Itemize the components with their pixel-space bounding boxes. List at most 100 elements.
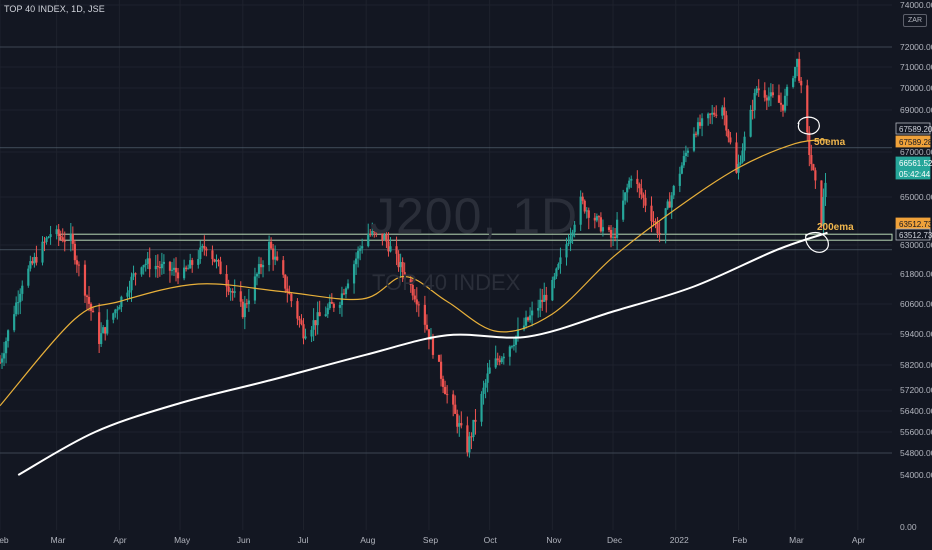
candle-body xyxy=(713,112,716,115)
candle-body xyxy=(98,312,101,344)
chart-title: TOP 40 INDEX, 1D, JSE xyxy=(4,4,105,14)
candle-body xyxy=(47,237,50,239)
candle-body xyxy=(709,113,712,115)
candle-body xyxy=(812,164,815,171)
candle-body xyxy=(814,170,817,181)
time-tick-label: Apr xyxy=(113,535,126,545)
candle-body xyxy=(474,419,477,422)
candle-body xyxy=(454,404,457,414)
price-tick-label: 67000.00 xyxy=(900,147,932,157)
candle-body xyxy=(800,80,803,86)
candle-body xyxy=(757,88,760,91)
candle-body xyxy=(71,234,74,244)
symbol-watermark: J200, 1D xyxy=(370,188,579,244)
candle-body xyxy=(743,136,746,151)
candle-body xyxy=(524,317,528,326)
candle-body xyxy=(134,273,137,275)
candle-body xyxy=(698,122,702,126)
candle-body xyxy=(172,267,176,270)
candle-body xyxy=(385,234,388,242)
candle-body xyxy=(389,246,392,252)
time-tick-label: Oct xyxy=(484,535,498,545)
candle-body xyxy=(820,180,823,227)
time-tick-label: Jun xyxy=(237,535,251,545)
candle-body xyxy=(715,114,718,116)
candle-body xyxy=(330,301,333,304)
candle-body xyxy=(126,292,129,297)
price-tick-label: 55600.00 xyxy=(900,427,932,437)
candle-body xyxy=(607,227,611,230)
candle-body xyxy=(613,236,617,238)
candle-body xyxy=(130,276,133,291)
candle-body xyxy=(217,259,220,262)
candle-body xyxy=(369,234,372,236)
candle-body xyxy=(154,265,157,270)
candle-body xyxy=(272,248,275,260)
price-tick-label: 70000.00 xyxy=(900,83,932,93)
candle-body xyxy=(2,353,6,359)
candle-body xyxy=(176,272,180,279)
candle-body xyxy=(628,180,631,188)
candle-body xyxy=(579,196,582,225)
candle-body xyxy=(680,165,683,174)
currency-badge[interactable]: ZAR xyxy=(903,14,927,27)
price-badge-label: 66561.52 xyxy=(899,159,932,168)
candle-body xyxy=(19,293,22,303)
candle-body xyxy=(739,162,742,164)
candle-body xyxy=(102,327,105,334)
candle-body xyxy=(480,393,483,422)
price-badge-label: 63512.73 xyxy=(899,231,932,240)
candle-body xyxy=(43,241,46,243)
candle-body xyxy=(245,303,248,305)
price-tick-label: 61800.00 xyxy=(900,269,932,279)
time-axis[interactable]: Feb Mar Apr May Jun Jul Aug Sep Oct Nov Dec 2022 Feb… xyxy=(0,535,865,545)
candle-body xyxy=(114,309,117,314)
candle-body xyxy=(729,137,732,143)
candle-body xyxy=(672,185,675,196)
candle-body xyxy=(498,360,501,363)
candle-body xyxy=(201,245,204,248)
price-badge-label: 05:42:44 xyxy=(899,170,931,179)
candle-body xyxy=(183,267,186,279)
candle-body xyxy=(187,268,190,270)
candle-body xyxy=(112,313,115,320)
candle-body xyxy=(267,241,271,265)
candle-body xyxy=(514,336,518,345)
price-tick-label: 71000.00 xyxy=(900,62,932,72)
candle-body xyxy=(458,423,461,427)
candle-body xyxy=(806,85,809,133)
candle-body xyxy=(824,182,827,198)
candle-body xyxy=(531,310,534,316)
candle-body xyxy=(725,115,728,131)
candle-body xyxy=(624,192,627,201)
candle-body xyxy=(755,88,758,93)
candle-body xyxy=(91,310,95,313)
candle-body xyxy=(69,234,72,242)
price-axis[interactable]: 74000.00 72000.00 71000.00 70000.00 69000.00… xyxy=(900,0,932,532)
candle-body xyxy=(31,261,34,264)
candle-body xyxy=(170,269,174,271)
candle-body xyxy=(539,299,542,309)
candle-body xyxy=(231,291,234,293)
candle-body xyxy=(512,344,516,347)
candle-body xyxy=(595,216,598,221)
candle-body xyxy=(45,237,48,242)
candle-body xyxy=(668,201,671,208)
price-tick-label: 74000.00 xyxy=(900,0,932,10)
ema200-circle-annotation xyxy=(805,231,829,253)
candle-body xyxy=(417,304,420,306)
candle-body xyxy=(61,237,64,241)
candle-body xyxy=(383,234,386,241)
candle-body xyxy=(721,107,724,116)
candle-body xyxy=(344,288,348,295)
candle-body xyxy=(259,264,263,268)
time-tick-label: Mar xyxy=(51,535,66,545)
chart-grid xyxy=(0,0,892,530)
candle-body xyxy=(401,262,404,273)
candle-body xyxy=(284,274,287,289)
candle-body xyxy=(670,195,673,208)
candle-body xyxy=(767,96,770,101)
candle-body xyxy=(203,245,206,249)
candle-body xyxy=(488,367,491,374)
